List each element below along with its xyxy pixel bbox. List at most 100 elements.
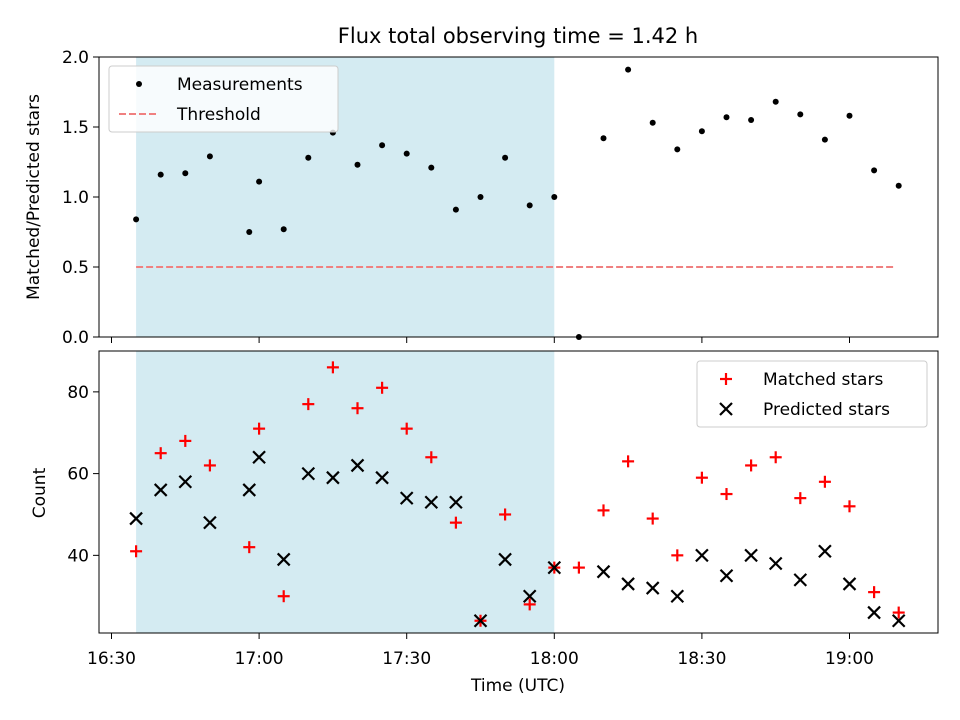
matched-stars-point <box>277 590 290 603</box>
x-tick-label: 18:00 <box>530 649 579 669</box>
measurement-point <box>895 182 902 189</box>
bottom-x-axis: 16:30 17:00 17:30 18:00 18:30 19:00 <box>87 633 874 669</box>
top-x-axis <box>111 337 850 343</box>
bottom-y-tick-label: 80 <box>67 383 89 403</box>
measurement-point <box>354 161 361 168</box>
bottom-y-tick-label: 60 <box>67 465 89 485</box>
matched-stars-point <box>154 447 167 460</box>
predicted-stars-point <box>719 569 734 583</box>
measurement-point <box>723 114 730 121</box>
measurement-point <box>133 216 140 223</box>
measurement-point <box>246 229 253 235</box>
measurement-point <box>625 66 632 73</box>
x-tick-label: 16:30 <box>87 649 136 669</box>
predicted-stars-point <box>301 466 316 481</box>
measurement-point <box>477 194 484 200</box>
legend-matched-label: Matched stars <box>763 370 883 390</box>
top-chart-title: Flux total observing time = 1.42 h <box>338 24 698 48</box>
bottom-plot-frame <box>98 350 939 634</box>
matched-stars-point <box>818 475 831 488</box>
measurement-point <box>428 164 435 171</box>
x-axis-label: Time (UTC) <box>470 676 565 696</box>
predicted-stars-point <box>596 564 611 579</box>
measurement-point <box>797 111 804 118</box>
measurement-point <box>452 206 459 213</box>
predicted-stars-point <box>473 613 488 628</box>
matched-stars-point <box>203 459 216 472</box>
predicted-stars-point <box>153 483 168 497</box>
top-panel: 0.0 0.5 1.0 1.5 2.0 Flux total observing tim… <box>24 24 939 348</box>
predicted-stars-point <box>547 560 562 575</box>
measurements-series <box>133 66 902 340</box>
measurement-point <box>871 167 878 174</box>
measurement-point <box>600 135 607 142</box>
predicted-stars-point <box>399 491 414 505</box>
predicted-stars-point <box>621 577 635 591</box>
legend-predicted-label: Predicted stars <box>763 400 890 420</box>
predicted-stars-point <box>252 450 266 465</box>
top-y-axis: 0.0 0.5 1.0 1.5 2.0 <box>62 48 99 348</box>
predicted-stars-point <box>424 495 439 509</box>
measurement-point <box>846 112 853 119</box>
measurement-point <box>280 226 287 233</box>
matched-stars-point <box>671 549 684 562</box>
bottom-panel: 40 60 80 16:30 17:00 17:30 18:00 18:30 19:00 Co… <box>30 350 939 696</box>
matched-stars-point <box>243 541 256 554</box>
matched-stars-point <box>646 512 659 525</box>
measurement-point <box>379 142 386 149</box>
matched-stars-point <box>130 545 143 558</box>
predicted-stars-point <box>350 458 365 473</box>
measurement-point <box>182 170 189 177</box>
matched-stars-point <box>499 508 512 521</box>
matched-stars-point <box>572 561 585 574</box>
predicted-stars-point <box>645 581 660 595</box>
matched-stars-point <box>843 500 856 513</box>
measurement-point <box>206 153 213 160</box>
top-y-axis-label: Matched/Predicted stars <box>24 94 44 300</box>
matched-stars-point <box>302 398 315 411</box>
predicted-stars-point <box>522 589 537 603</box>
predicted-stars-point <box>891 613 906 628</box>
top-y-tick-label: 2.0 <box>62 48 89 68</box>
measurement-point <box>305 154 312 161</box>
measurement-point <box>772 98 779 105</box>
matched-stars-series <box>130 361 905 627</box>
bottom-legend-box <box>696 360 928 428</box>
predicted-stars-point <box>670 589 685 603</box>
predicted-stars-point <box>178 475 193 489</box>
measurement-point <box>748 117 755 123</box>
legend-measurements-marker <box>136 81 142 87</box>
predicted-stars-point <box>498 552 512 567</box>
measurement-point <box>649 119 656 126</box>
measurement-point <box>526 202 533 209</box>
predicted-stars-point <box>276 552 291 567</box>
measurement-point <box>502 154 509 161</box>
matched-stars-point <box>449 516 462 529</box>
matched-stars-point <box>622 455 635 468</box>
matched-stars-point <box>695 471 708 484</box>
matched-stars-point <box>745 459 758 472</box>
bottom-y-axis-label: Count <box>30 467 50 518</box>
measurement-point <box>698 128 705 135</box>
top-y-tick-label: 0.0 <box>62 328 89 348</box>
predicted-stars-point <box>842 577 857 591</box>
predicted-stars-point <box>695 548 709 563</box>
matched-stars-point <box>376 381 389 394</box>
measurement-point <box>256 178 263 185</box>
measurement-point <box>403 150 410 157</box>
predicted-stars-point <box>326 470 340 485</box>
predicted-stars-point <box>793 573 808 587</box>
matched-stars-point <box>720 488 733 501</box>
top-y-tick-label: 1.0 <box>62 188 89 208</box>
matched-stars-point <box>597 504 610 517</box>
matched-stars-point <box>769 451 782 464</box>
matched-stars-point <box>400 422 413 435</box>
x-tick-label: 17:30 <box>382 649 431 669</box>
bottom-shaded-region <box>136 351 555 633</box>
matched-stars-point <box>794 492 807 505</box>
predicted-stars-point <box>818 544 832 559</box>
legend-measurements-label: Measurements <box>177 75 303 95</box>
matched-stars-point <box>868 586 881 599</box>
top-legend: Measurements Threshold <box>108 65 339 133</box>
